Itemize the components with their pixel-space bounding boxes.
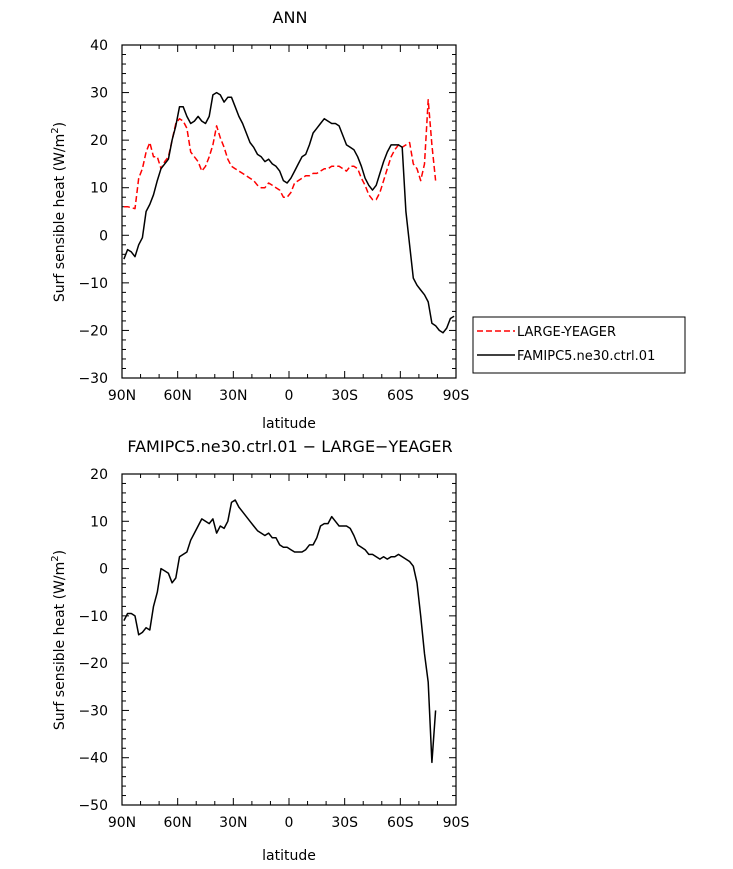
y-tick-label: 10 bbox=[90, 514, 108, 530]
y-axis-label-main: Surf sensible heat (W/m bbox=[52, 562, 68, 730]
y-axis-label: Surf sensible heat (W/m2) bbox=[50, 122, 68, 302]
y-tick-label: −50 bbox=[78, 798, 108, 814]
y-axis-label-main: Surf sensible heat (W/m bbox=[52, 134, 68, 302]
y-tick-label: 30 bbox=[90, 86, 108, 102]
y-tick-label: −30 bbox=[78, 371, 108, 387]
y-axis-label-sup: 2 bbox=[50, 127, 61, 133]
series-line-famipc5-ne30-ctrl-01 bbox=[123, 91, 455, 334]
y-tick-label: −40 bbox=[78, 751, 108, 767]
x-tick-label: 60S bbox=[387, 388, 414, 404]
x-tick-label: 60N bbox=[164, 815, 192, 831]
panel-annual: ANN 90N 60N 30N 0 30S 60S 90S 40 30 20 10 0 −10 −20 −3… bbox=[50, 8, 686, 432]
x-tick-label: 0 bbox=[285, 388, 294, 404]
x-tick-label: 60S bbox=[387, 815, 414, 831]
x-tick-label: 60N bbox=[164, 388, 192, 404]
x-tick-label: 90N bbox=[108, 815, 136, 831]
legend: LARGE-YEAGER FAMIPC5.ne30.ctrl.01 bbox=[472, 316, 686, 374]
y-axis-label-tail: ) bbox=[52, 550, 68, 555]
series-line-large-yeager bbox=[123, 98, 437, 210]
y-tick-label: 40 bbox=[90, 38, 108, 54]
y-tick-label: −30 bbox=[78, 703, 108, 719]
chart-title: FAMIPC5.ne30.ctrl.01 − LARGE−YEAGER bbox=[127, 437, 452, 456]
legend-box bbox=[472, 316, 686, 374]
series-line-difference bbox=[123, 499, 437, 764]
chart-title: ANN bbox=[273, 8, 308, 27]
y-tick-label: 20 bbox=[90, 133, 108, 149]
x-tick-label: 90S bbox=[443, 815, 470, 831]
plot-frame bbox=[121, 473, 457, 806]
y-axis-label-tail: ) bbox=[52, 122, 68, 127]
x-tick-label: 30S bbox=[331, 815, 358, 831]
x-axis-label: latitude bbox=[262, 416, 316, 432]
x-tick-label: 90S bbox=[443, 388, 470, 404]
y-axis-label-sup: 2 bbox=[50, 555, 61, 561]
x-tick-label: 30S bbox=[331, 388, 358, 404]
y-tick-label: 0 bbox=[99, 228, 108, 244]
x-tick-label: 30N bbox=[219, 388, 247, 404]
x-tick-label: 30N bbox=[219, 815, 247, 831]
legend-label-famipc5: FAMIPC5.ne30.ctrl.01 bbox=[517, 349, 655, 364]
y-tick-label: −10 bbox=[78, 609, 108, 625]
x-tick-label: 90N bbox=[108, 388, 136, 404]
x-axis-label: latitude bbox=[262, 848, 316, 864]
y-tick-label: −10 bbox=[78, 276, 108, 292]
y-tick-label: 0 bbox=[99, 562, 108, 578]
y-tick-label: −20 bbox=[78, 656, 108, 672]
y-axis-label: Surf sensible heat (W/m2) bbox=[50, 550, 68, 730]
y-tick-label: 10 bbox=[90, 181, 108, 197]
y-tick-label: 20 bbox=[90, 467, 108, 483]
panel-difference: FAMIPC5.ne30.ctrl.01 − LARGE−YEAGER 90N 6… bbox=[50, 437, 469, 864]
y-tick-label: −20 bbox=[78, 323, 108, 339]
x-tick-label: 0 bbox=[285, 815, 294, 831]
legend-label-large-yeager: LARGE-YEAGER bbox=[517, 325, 616, 340]
